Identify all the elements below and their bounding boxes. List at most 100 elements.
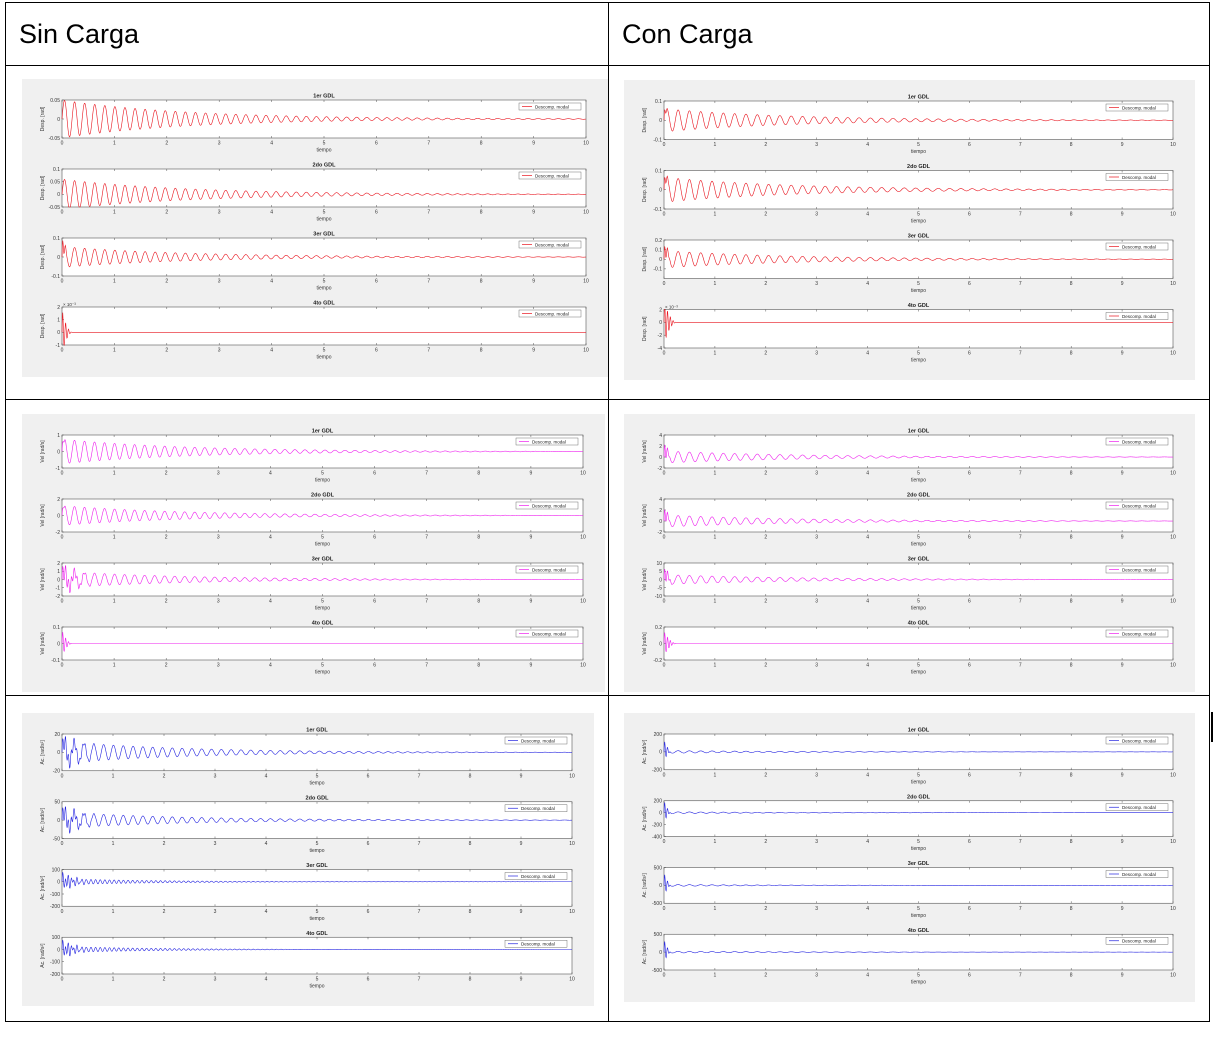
x-tick-label: 5 <box>321 663 324 669</box>
x-tick-label: 9 <box>1121 212 1124 218</box>
x-tick-label: 6 <box>968 599 971 605</box>
x-tick-label: 0 <box>663 471 666 477</box>
y-tick-label: 0 <box>659 455 662 461</box>
y-axis-label: Vel [rad/s] <box>40 440 46 463</box>
x-tick-label: 5 <box>917 471 920 477</box>
x-tick-label: 4 <box>270 141 273 147</box>
x-tick-label: 5 <box>321 471 324 477</box>
x-tick-label: 2 <box>163 773 166 779</box>
series-line <box>663 802 1173 819</box>
series-line <box>663 632 1173 652</box>
legend-box <box>1105 870 1169 878</box>
x-tick-label: 2 <box>764 535 767 541</box>
y-axis-label: Desp. [rad] <box>40 106 46 131</box>
x-tick-label: 7 <box>1019 599 1022 605</box>
legend-box <box>504 940 568 948</box>
subplot-title: 2do GDL <box>907 164 931 170</box>
x-tick-label: 10 <box>1170 351 1176 357</box>
x-tick-label: 7 <box>1019 772 1022 778</box>
y-axis-label: Vel [rad/s] <box>40 504 46 527</box>
x-tick-label: 5 <box>323 141 326 147</box>
x-tick-label: 7 <box>427 141 430 147</box>
x-tick-label: 0 <box>61 909 64 915</box>
x-tick-label: 4 <box>265 773 268 779</box>
subplot-title: 4to GDL <box>313 301 335 307</box>
x-tick-label: 5 <box>917 839 920 845</box>
y-tick-label: 0 <box>659 188 662 194</box>
y-tick-label: 2 <box>659 307 662 313</box>
x-tick-label: 8 <box>477 535 480 541</box>
y-tick-label: 0 <box>57 513 60 519</box>
legend-box <box>1105 312 1169 320</box>
x-tick-label: 8 <box>469 773 472 779</box>
y-axis-label: Vel [rad/s] <box>40 568 46 591</box>
y-tick-label: 4 <box>659 497 662 503</box>
x-tick-label: 3 <box>815 599 818 605</box>
x-tick-label: 0 <box>663 772 666 778</box>
x-tick-label: 6 <box>375 279 378 285</box>
x-tick-label: 0 <box>663 281 666 287</box>
x-tick-label: 10 <box>1170 471 1176 477</box>
y-tick-label: 0 <box>659 118 662 124</box>
y-tick-label: 0 <box>659 883 662 889</box>
x-axis-label: tiempo <box>911 149 926 155</box>
y-tick-label: -500 <box>652 901 662 907</box>
x-tick-label: 0 <box>663 535 666 541</box>
x-tick-label: 6 <box>968 973 971 979</box>
legend-box <box>515 501 579 510</box>
x-tick-label: 2 <box>764 973 767 979</box>
series-line <box>663 874 1173 892</box>
x-tick-label: 10 <box>1170 535 1176 541</box>
legend-label: Descomp. modal <box>532 503 566 508</box>
plot-area <box>663 800 1174 837</box>
plot-area <box>61 936 573 975</box>
x-tick-label: 3 <box>815 772 818 778</box>
x-tick-label: 10 <box>1170 142 1176 148</box>
x-tick-label: 1 <box>714 212 717 218</box>
x-tick-label: 6 <box>373 663 376 669</box>
y-tick-label: -0.2 <box>653 658 662 664</box>
series-line <box>61 632 583 652</box>
y-tick-label: -1 <box>56 343 61 349</box>
x-tick-label: 1 <box>113 471 116 477</box>
x-tick-label: 4 <box>866 663 869 669</box>
y-tick-label: 2 <box>57 497 60 503</box>
legend-box <box>1105 501 1169 510</box>
legend-label: Descomp. modal <box>1122 244 1156 249</box>
y-tick-label: 0.05 <box>50 98 60 104</box>
x-tick-label: 6 <box>367 773 370 779</box>
x-tick-label: 2 <box>163 909 166 915</box>
series-line <box>663 941 1173 959</box>
y-tick-label: 0 <box>659 950 662 956</box>
y-tick-label: -5 <box>658 586 663 592</box>
y-tick-label: 0.1 <box>655 99 662 105</box>
x-tick-label: 4 <box>270 348 273 354</box>
legend-label: Descomp. modal <box>521 806 555 811</box>
x-tick-label: 7 <box>1019 535 1022 541</box>
x-tick-label: 1 <box>113 141 116 147</box>
x-tick-label: 7 <box>1019 839 1022 845</box>
x-axis-label: tiempo <box>911 980 926 986</box>
x-tick-label: 0 <box>61 141 64 147</box>
x-tick-label: 5 <box>316 909 319 915</box>
x-tick-label: 6 <box>968 772 971 778</box>
panel-con-carga-velocidad: 1er GDL 0 1 2 3 4 5 6 7 8 9 10 tiempo 4 2 0 -2 Vel [rad/s… <box>624 414 1195 692</box>
y-tick-label: 1 <box>57 433 60 439</box>
x-tick-label: 1 <box>714 281 717 287</box>
x-axis-label: tiempo <box>309 848 324 854</box>
x-tick-label: 6 <box>373 471 376 477</box>
x-tick-label: 1 <box>113 663 116 669</box>
row-divider-2 <box>6 695 1209 696</box>
x-tick-label: 6 <box>968 351 971 357</box>
x-tick-label: 10 <box>1170 212 1176 218</box>
y-tick-label: 0 <box>659 577 662 583</box>
plot-area <box>663 434 1174 469</box>
x-tick-label: 4 <box>265 977 268 983</box>
legend-box <box>518 309 582 318</box>
y-axis-label: Ac. [rad/s²] <box>642 739 648 764</box>
